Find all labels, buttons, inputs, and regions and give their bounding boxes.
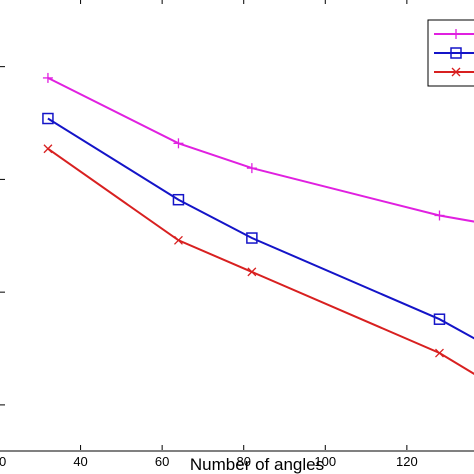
plot-frame bbox=[0, 0, 474, 451]
x-tick-label: 120 bbox=[396, 454, 418, 469]
x-tick-label: 20 bbox=[0, 454, 6, 469]
x-tick-label: 60 bbox=[155, 454, 169, 469]
x-tick-label: 40 bbox=[73, 454, 87, 469]
x-axis-label: Number of angles bbox=[190, 455, 324, 474]
legend bbox=[428, 20, 474, 86]
